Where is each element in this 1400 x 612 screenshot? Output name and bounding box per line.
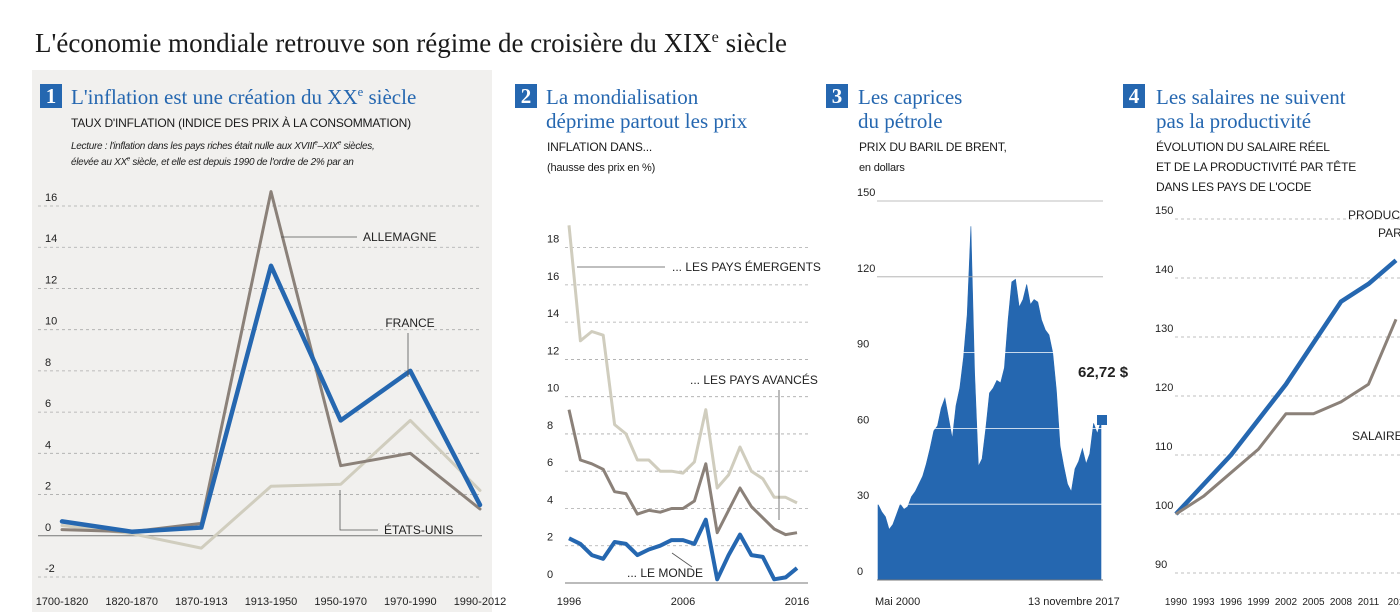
y-tick-label: 110 bbox=[1155, 441, 1173, 453]
series-line bbox=[1175, 318, 1398, 516]
panel-2-number: 2 bbox=[515, 84, 537, 108]
series-label: ÉTATS-UNIS bbox=[384, 522, 454, 537]
series-label: SALAIRE bbox=[1352, 429, 1400, 443]
x-tick-label: 2002 bbox=[1275, 597, 1298, 608]
y-tick-label: 100 bbox=[1155, 500, 1173, 512]
panel-1-title: L'inflation est une création du XXe sièc… bbox=[71, 85, 417, 109]
panel-4-title-line-1: Les salaires ne suivent bbox=[1156, 85, 1346, 109]
x-tick-label: 13 novembre 2017 bbox=[1028, 596, 1120, 608]
panel-3-number: 3 bbox=[826, 84, 848, 108]
panel-4-title-line-2: pas la productivité bbox=[1156, 109, 1312, 133]
x-tick-label: 1950-1970 bbox=[314, 596, 367, 608]
x-tick-label: 2011 bbox=[1358, 597, 1380, 608]
y-tick-label: 8 bbox=[547, 420, 553, 432]
y-tick-label: 16 bbox=[547, 271, 559, 283]
x-tick-label: Mai 2000 bbox=[875, 596, 920, 608]
panel-4-subtitle-line-1: ÉVOLUTION DU SALAIRE RÉEL bbox=[1156, 140, 1330, 154]
y-tick-label: 14 bbox=[547, 308, 559, 320]
y-tick-label: 0 bbox=[45, 522, 51, 534]
panel-4-subtitle-line-2: ET DE LA PRODUCTIVITÉ PAR TÊTE bbox=[1156, 160, 1357, 174]
x-tick-label: 1820-1870 bbox=[105, 596, 158, 608]
area-series bbox=[877, 226, 1102, 581]
y-tick-label: 140 bbox=[1155, 264, 1173, 276]
x-tick-label: 2008 bbox=[1330, 597, 1353, 608]
leader-line bbox=[339, 490, 378, 531]
y-tick-label: 0 bbox=[547, 569, 553, 581]
y-tick-label: 4 bbox=[45, 439, 51, 451]
x-tick-label: 1996 bbox=[1220, 597, 1243, 608]
x-tick-label: 2006 bbox=[671, 596, 695, 608]
series-label: PRODUCT bbox=[1348, 208, 1400, 222]
x-tick-label: 1700-1820 bbox=[36, 596, 89, 608]
y-tick-label: 12 bbox=[45, 274, 57, 286]
series-line bbox=[1174, 258, 1398, 516]
y-tick-label: 14 bbox=[45, 233, 57, 245]
x-tick-label: 1970-1990 bbox=[384, 596, 437, 608]
panel-2-title-line-2: déprime partout les prix bbox=[546, 109, 748, 133]
y-tick-label: 10 bbox=[45, 316, 57, 328]
y-tick-label: 150 bbox=[1155, 205, 1173, 217]
x-tick-label: 2005 bbox=[1302, 597, 1325, 608]
price-annotation: 62,72 $ bbox=[1078, 364, 1129, 381]
y-tick-label: 10 bbox=[547, 383, 559, 395]
series-label: ALLEMAGNE bbox=[363, 230, 436, 244]
panel-2-title-line-1: La mondialisation bbox=[546, 85, 699, 109]
y-tick-label: -2 bbox=[45, 563, 55, 575]
y-tick-label: 30 bbox=[857, 490, 869, 502]
panel-1-note-line-2: élevée au XXe siècle, et elle est depuis… bbox=[71, 156, 354, 168]
y-tick-label: 0 bbox=[857, 566, 863, 578]
x-tick-label: 2016 bbox=[785, 596, 809, 608]
x-tick-label: 1993 bbox=[1192, 597, 1215, 608]
series-label: ... LES PAYS AVANCÉS bbox=[690, 372, 818, 387]
x-tick-label: 1990 bbox=[1165, 597, 1188, 608]
panel-1-note-line-1: Lecture : l'inflation dans les pays rich… bbox=[71, 140, 375, 152]
y-tick-label: 90 bbox=[857, 339, 869, 351]
x-tick-label: 1996 bbox=[557, 596, 581, 608]
series-line bbox=[59, 263, 483, 534]
series-label: ... LE MONDE bbox=[627, 566, 703, 580]
last-value-marker bbox=[1097, 415, 1107, 425]
y-tick-label: 60 bbox=[857, 414, 869, 426]
y-tick-label: 6 bbox=[45, 398, 51, 410]
panel-3-unit: en dollars bbox=[859, 162, 905, 174]
y-tick-label: 130 bbox=[1155, 323, 1173, 335]
panel-2-subtitle: INFLATION DANS... bbox=[547, 140, 653, 154]
panel-1-subtitle: TAUX D'INFLATION (INDICE DES PRIX À LA C… bbox=[71, 116, 411, 130]
panel-4-subtitle-line-3: DANS LES PAYS DE L'OCDE bbox=[1156, 180, 1312, 194]
panel-1-number: 1 bbox=[40, 84, 62, 108]
x-tick-label: 1870-1913 bbox=[175, 596, 228, 608]
y-tick-label: 90 bbox=[1155, 559, 1167, 571]
panel-3-title-line-2: du pétrole bbox=[858, 109, 943, 133]
leader-line bbox=[671, 552, 693, 568]
y-tick-label: 2 bbox=[547, 532, 553, 544]
series-line bbox=[567, 409, 798, 537]
panel-1-background bbox=[32, 70, 492, 612]
y-tick-label: 150 bbox=[857, 187, 875, 199]
y-tick-label: 4 bbox=[547, 494, 553, 506]
series-line bbox=[568, 517, 799, 582]
series-label: ... LES PAYS ÉMERGENTS bbox=[672, 259, 821, 274]
y-tick-label: 16 bbox=[45, 192, 57, 204]
series-label: FRANCE bbox=[385, 316, 434, 330]
panel-3-subtitle: PRIX DU BARIL DE BRENT, bbox=[859, 140, 1007, 154]
y-tick-label: 120 bbox=[857, 263, 875, 275]
y-tick-label: 8 bbox=[45, 357, 51, 369]
series-label: PAR bbox=[1378, 226, 1400, 240]
x-tick-label: 1990-2012 bbox=[454, 596, 507, 608]
y-tick-label: 6 bbox=[547, 457, 553, 469]
y-tick-label: 12 bbox=[547, 345, 559, 357]
series-line bbox=[567, 225, 798, 505]
page-title: L'économie mondiale retrouve son régime … bbox=[35, 28, 788, 58]
panel-4-number: 4 bbox=[1123, 84, 1145, 108]
y-tick-label: 18 bbox=[547, 234, 559, 246]
panel-2-unit: (hausse des prix en %) bbox=[547, 162, 656, 174]
x-tick-label: 1999 bbox=[1247, 597, 1270, 608]
y-tick-label: 120 bbox=[1155, 382, 1173, 394]
panel-3-title-line-1: Les caprices bbox=[858, 85, 963, 109]
x-tick-label: 1913-1950 bbox=[245, 596, 298, 608]
y-tick-label: 2 bbox=[45, 481, 51, 493]
x-tick-label: 201 bbox=[1388, 597, 1400, 608]
